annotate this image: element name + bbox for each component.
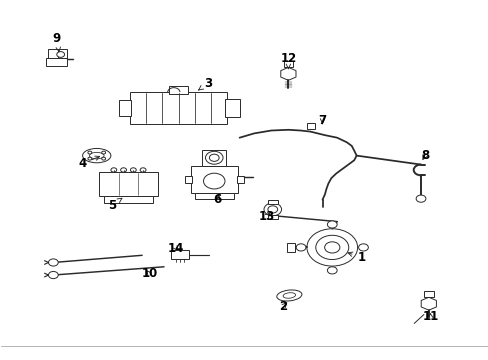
- Polygon shape: [420, 297, 435, 310]
- Circle shape: [267, 206, 277, 213]
- Circle shape: [209, 154, 219, 161]
- Text: 5: 5: [107, 198, 122, 212]
- Circle shape: [306, 229, 357, 266]
- Text: 2: 2: [279, 300, 287, 313]
- Bar: [202, 149, 226, 166]
- Circle shape: [140, 168, 146, 172]
- Ellipse shape: [276, 290, 301, 301]
- Bar: [423, 291, 433, 297]
- Circle shape: [315, 235, 348, 260]
- Bar: [283, 61, 293, 67]
- Text: 6: 6: [213, 193, 222, 206]
- Bar: [267, 200, 277, 204]
- Circle shape: [358, 244, 367, 251]
- Circle shape: [324, 242, 339, 253]
- Text: 12: 12: [280, 52, 296, 69]
- Bar: [224, 99, 239, 117]
- Bar: [190, 166, 237, 193]
- Bar: [104, 196, 153, 203]
- Circle shape: [57, 51, 64, 57]
- Bar: [236, 176, 243, 183]
- Bar: [47, 49, 58, 59]
- Circle shape: [327, 267, 336, 274]
- Circle shape: [111, 168, 117, 172]
- Bar: [168, 86, 188, 94]
- Bar: [171, 250, 188, 259]
- Bar: [306, 123, 314, 129]
- Text: 4: 4: [79, 156, 100, 170]
- Bar: [99, 172, 158, 197]
- Text: 3: 3: [198, 77, 212, 90]
- Bar: [194, 193, 233, 199]
- Ellipse shape: [89, 152, 104, 159]
- Text: 9: 9: [53, 32, 61, 52]
- Circle shape: [203, 173, 224, 189]
- Circle shape: [102, 157, 105, 160]
- Circle shape: [88, 151, 92, 154]
- Circle shape: [121, 168, 126, 172]
- Circle shape: [264, 203, 281, 216]
- Text: 8: 8: [420, 149, 428, 162]
- Text: 13: 13: [258, 210, 274, 223]
- Bar: [119, 100, 131, 116]
- Polygon shape: [280, 67, 295, 80]
- Circle shape: [130, 168, 136, 172]
- Text: 1: 1: [347, 251, 365, 264]
- Ellipse shape: [283, 293, 295, 298]
- Text: 14: 14: [168, 242, 184, 255]
- Bar: [130, 92, 227, 125]
- Circle shape: [48, 271, 58, 279]
- Circle shape: [88, 157, 92, 160]
- Circle shape: [48, 259, 58, 266]
- Text: 11: 11: [422, 310, 438, 324]
- Bar: [287, 243, 294, 252]
- Bar: [58, 49, 67, 59]
- Circle shape: [102, 151, 105, 154]
- Ellipse shape: [82, 148, 111, 163]
- Circle shape: [327, 221, 336, 228]
- Circle shape: [415, 195, 425, 202]
- Circle shape: [296, 244, 305, 251]
- Text: 7: 7: [318, 114, 326, 127]
- Circle shape: [205, 151, 223, 164]
- Bar: [267, 215, 277, 219]
- Bar: [184, 176, 191, 183]
- Text: 10: 10: [141, 267, 157, 280]
- Bar: [46, 58, 67, 66]
